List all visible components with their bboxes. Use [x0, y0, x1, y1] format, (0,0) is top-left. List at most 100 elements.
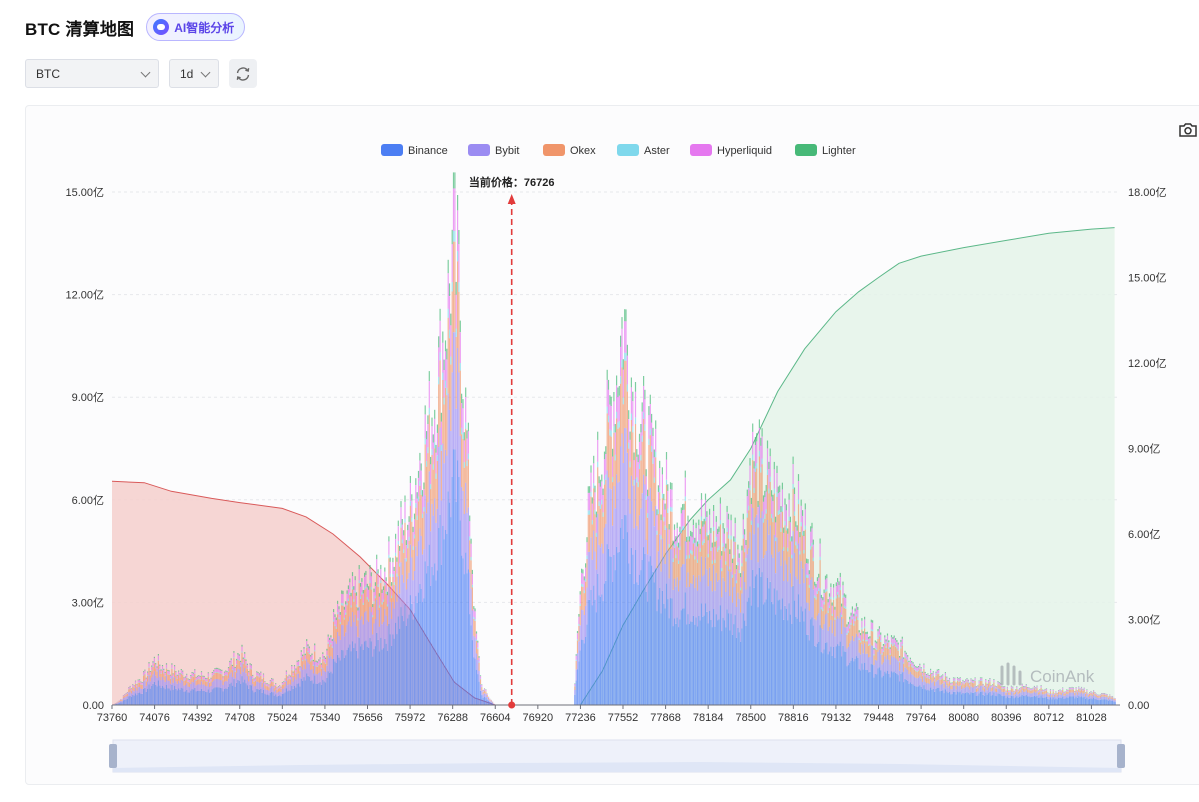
bar-segment	[338, 606, 340, 610]
bar-segment	[1036, 688, 1038, 692]
bar-segment	[849, 626, 851, 629]
legend-item-aster[interactable]: Aster	[617, 144, 670, 157]
bar-segment	[244, 652, 246, 654]
bar-segment	[231, 664, 234, 667]
bar-segment	[237, 653, 239, 655]
bar-segment	[637, 487, 639, 530]
bar-segment	[1095, 697, 1097, 700]
bar-segment	[753, 588, 755, 705]
bar-segment	[354, 643, 356, 705]
bar-segment	[318, 673, 320, 684]
camera-icon[interactable]	[1178, 121, 1198, 139]
bar-segment	[140, 693, 142, 705]
bar-segment	[791, 558, 793, 587]
bar-segment	[656, 611, 658, 705]
bar-segment	[997, 688, 999, 694]
bar-segment	[280, 689, 282, 693]
bar-segment	[147, 681, 149, 689]
bar-segment	[1035, 696, 1037, 705]
bar-segment	[184, 676, 186, 678]
bar-segment	[307, 652, 309, 663]
bar-segment	[262, 683, 265, 690]
bar-segment	[909, 682, 911, 705]
bar-segment	[768, 493, 770, 535]
bar-segment	[754, 576, 756, 705]
bar-segment	[382, 599, 385, 602]
bar-segment	[935, 671, 937, 673]
bar-segment	[151, 669, 153, 671]
bar-segment	[788, 520, 790, 557]
bar-segment	[1036, 685, 1038, 687]
bar-segment	[939, 679, 941, 680]
bar-segment	[640, 432, 642, 455]
bar-segment	[393, 566, 395, 571]
bar-segment	[862, 653, 864, 670]
bar-segment	[818, 573, 820, 578]
bar-segment	[990, 685, 992, 686]
legend-item-okex[interactable]: Okex	[543, 144, 596, 157]
bar-segment	[374, 582, 376, 586]
bar-segment	[630, 413, 632, 421]
slider-handle-left[interactable]	[109, 744, 117, 768]
bar-segment	[1010, 685, 1012, 687]
coin-select[interactable]: BTC	[25, 59, 159, 88]
bar-segment	[428, 544, 430, 705]
bar-segment	[893, 643, 895, 645]
bar-segment	[405, 540, 407, 545]
bar-segment	[695, 528, 697, 543]
bar-segment	[136, 684, 138, 685]
bar-segment	[764, 518, 766, 556]
bar-segment	[283, 682, 285, 684]
legend-item-lighter[interactable]: Lighter	[795, 144, 856, 157]
bar-segment	[764, 514, 766, 519]
bar-segment	[908, 662, 910, 666]
bar-segment	[594, 485, 596, 493]
bar-segment	[667, 508, 669, 513]
bar-segment	[846, 624, 848, 627]
bar-segment	[459, 370, 461, 436]
bar-segment	[175, 672, 177, 675]
bar-segment	[300, 657, 302, 667]
bar-segment	[211, 676, 213, 682]
bar-segment	[616, 375, 618, 386]
bar-segment	[271, 681, 273, 682]
bar-segment	[815, 599, 817, 621]
bar-segment	[443, 404, 445, 464]
bar-segment	[1109, 697, 1111, 700]
bar-segment	[1036, 686, 1038, 688]
bar-segment	[350, 605, 352, 608]
legend-item-bybit[interactable]: Bybit	[468, 144, 519, 157]
bar-segment	[382, 590, 385, 600]
bar-segment	[205, 680, 207, 682]
bar-segment	[1044, 691, 1046, 694]
bar-segment	[230, 672, 232, 683]
bar-segment	[725, 564, 727, 592]
bar-segment	[938, 669, 940, 671]
bar-segment	[581, 583, 583, 587]
bar-segment	[925, 690, 928, 705]
bar-segment	[1037, 694, 1039, 698]
bar-segment	[160, 673, 162, 674]
bar-segment	[462, 432, 464, 439]
bar-segment	[1023, 695, 1025, 705]
bar-segment	[1082, 697, 1084, 705]
bar-segment	[735, 607, 738, 638]
legend-item-hyperliquid[interactable]: Hyperliquid	[690, 144, 772, 157]
bar-segment	[706, 511, 708, 517]
slider-handle-right[interactable]	[1117, 744, 1125, 768]
bar-segment	[924, 676, 926, 682]
bar-segment	[322, 653, 324, 659]
bar-segment	[395, 552, 397, 557]
bar-segment	[1098, 695, 1100, 696]
bar-segment	[872, 620, 874, 623]
bar-segment	[330, 637, 332, 643]
bar-segment	[643, 474, 645, 548]
refresh-button[interactable]	[229, 59, 257, 88]
bar-segment	[1114, 701, 1116, 705]
bar-segment	[285, 688, 287, 705]
ai-analysis-button[interactable]: AI智能分析	[146, 13, 246, 41]
period-select[interactable]: 1d	[169, 59, 219, 88]
bar-segment	[669, 549, 672, 599]
legend-item-binance[interactable]: Binance	[381, 144, 448, 157]
bar-segment	[1095, 699, 1097, 705]
